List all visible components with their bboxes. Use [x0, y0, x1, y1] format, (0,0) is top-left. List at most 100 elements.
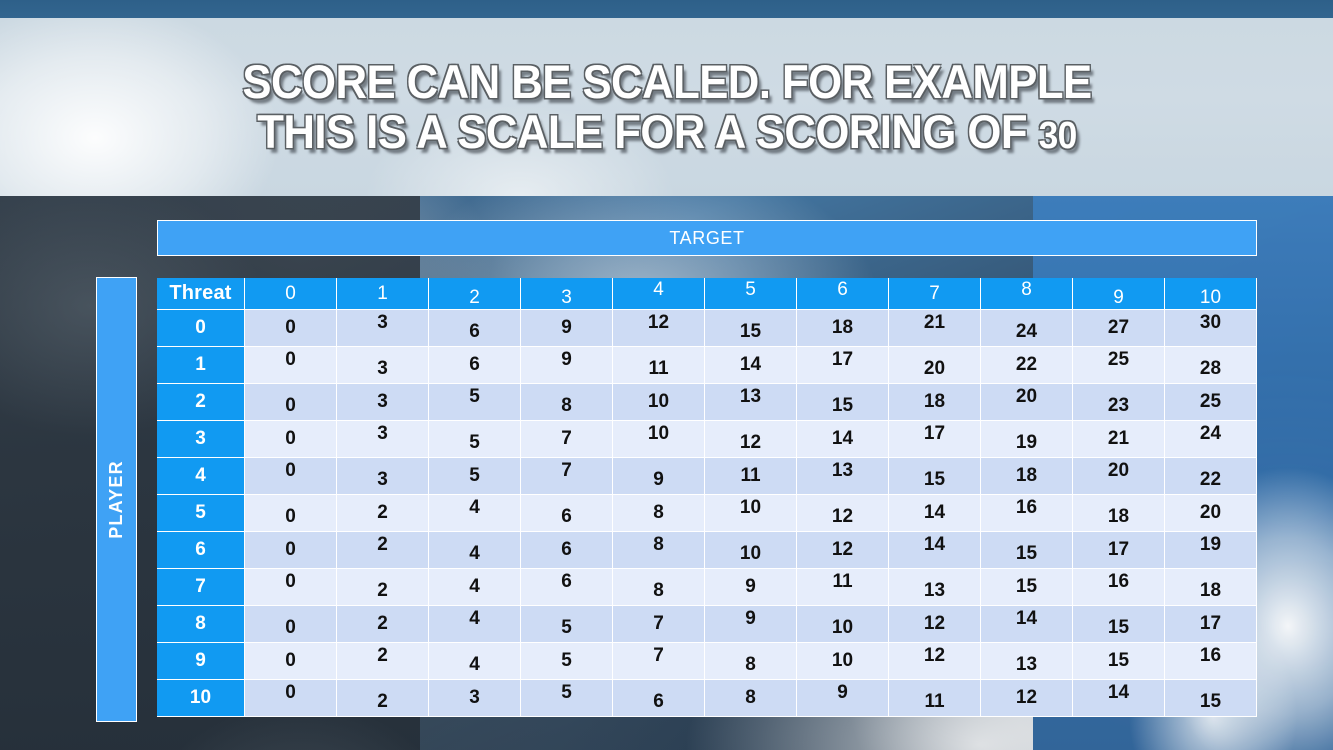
title-scale-value: 30 — [1038, 115, 1077, 157]
matrix-cell-value: 16 — [1015, 497, 1038, 518]
matrix-cell-value: 9 — [837, 682, 848, 703]
matrix-cell-8-3: 5 — [521, 606, 613, 643]
matrix-cell-10-3: 5 — [521, 680, 613, 717]
matrix-cell-0-9: 27 — [1073, 310, 1165, 347]
matrix-cell-7-1: 2 — [337, 569, 429, 606]
matrix-cell-2-8: 20 — [981, 384, 1073, 421]
matrix-cell-6-6: 12 — [797, 532, 889, 569]
matrix-row-header-5: 5 — [157, 495, 245, 532]
matrix-cell-value: 13 — [1015, 654, 1038, 675]
matrix-cell-0-1: 3 — [337, 310, 429, 347]
matrix-cell-value: 4 — [469, 608, 480, 629]
player-axis-bar: PLAYER — [96, 277, 137, 722]
matrix-cell-value: 0 — [285, 539, 296, 560]
matrix-cell-2-0: 0 — [245, 384, 337, 421]
matrix-cell-value: 14 — [831, 428, 854, 449]
matrix-cell-value: 20 — [1107, 460, 1130, 481]
matrix-cell-value: 15 — [831, 395, 854, 416]
matrix-cell-9-5: 8 — [705, 643, 797, 680]
matrix-cell-value: 5 — [469, 432, 480, 453]
table-row: 0 0 3 6 9 12 15 18 21 24 27 30 — [157, 310, 1257, 347]
matrix-cell-value: 15 — [739, 321, 762, 342]
target-axis-bar: TARGET — [157, 220, 1257, 256]
matrix-cell-5-5: 10 — [705, 495, 797, 532]
matrix-cell-value: 0 — [285, 650, 296, 671]
matrix-cell-value: 16 — [1199, 645, 1222, 666]
matrix-cell-value: 15 — [1015, 543, 1038, 564]
matrix-row-header-10: 10 — [157, 680, 245, 717]
matrix-cell-value: 3 — [377, 391, 388, 412]
matrix-cell-2-3: 8 — [521, 384, 613, 421]
matrix-cell-0-7: 21 — [889, 310, 981, 347]
matrix-cell-value: 11 — [648, 358, 669, 379]
matrix-cell-8-1: 2 — [337, 606, 429, 643]
matrix-cell-7-8: 15 — [981, 569, 1073, 606]
matrix-cell-3-1: 3 — [337, 421, 429, 458]
matrix-cell-3-2: 5 — [429, 421, 521, 458]
matrix-cell-2-6: 15 — [797, 384, 889, 421]
table-row: 1 0 3 6 9 11 14 17 20 22 25 28 — [157, 347, 1257, 384]
matrix-cell-5-7: 14 — [889, 495, 981, 532]
matrix-cell-value: 9 — [561, 349, 572, 370]
matrix-cell-3-9: 21 — [1073, 421, 1165, 458]
matrix-cell-value: 0 — [285, 617, 296, 638]
matrix-header-row: Threat 0 1 2 3 4 5 6 7 8 9 10 — [157, 278, 1257, 310]
matrix-cell-value: 18 — [1015, 465, 1038, 486]
matrix-cell-value: 15 — [1015, 576, 1038, 597]
matrix-cell-6-3: 6 — [521, 532, 613, 569]
matrix-cell-4-5: 11 — [705, 458, 797, 495]
matrix-cell-6-5: 10 — [705, 532, 797, 569]
matrix-cell-4-6: 13 — [797, 458, 889, 495]
matrix-cell-value: 5 — [561, 682, 572, 703]
matrix-cell-value: 23 — [1107, 395, 1130, 416]
matrix-cell-value: 21 — [1107, 428, 1130, 449]
matrix-cell-value: 5 — [561, 617, 572, 638]
table-row: 4 0 3 5 7 9 11 13 15 18 20 22 — [157, 458, 1257, 495]
matrix-cell-6-8: 15 — [981, 532, 1073, 569]
matrix-cell-value: 21 — [923, 312, 946, 333]
matrix-cell-7-6: 11 — [797, 569, 889, 606]
matrix-cell-value: 14 — [1015, 608, 1038, 629]
matrix-cell-7-4: 8 — [613, 569, 705, 606]
matrix-cell-1-7: 20 — [889, 347, 981, 384]
matrix-cell-value: 3 — [469, 687, 480, 708]
matrix-cell-value: 14 — [923, 502, 946, 523]
matrix-cell-value: 6 — [561, 571, 572, 592]
matrix-cell-10-10: 15 — [1165, 680, 1257, 717]
matrix-cell-value: 20 — [1015, 386, 1038, 407]
matrix-cell-0-0: 0 — [245, 310, 337, 347]
matrix-cell-value: 17 — [831, 349, 854, 370]
matrix-header: Threat 0 1 2 3 4 5 6 7 8 9 10 — [157, 278, 1257, 310]
matrix-col-header-4: 4 — [613, 278, 705, 310]
matrix-cell-9-10: 16 — [1165, 643, 1257, 680]
matrix-row-header-9: 9 — [157, 643, 245, 680]
matrix-cell-4-8: 18 — [981, 458, 1073, 495]
title-band: Score can be scaled. For example this is… — [0, 18, 1333, 196]
matrix-row-header-8: 8 — [157, 606, 245, 643]
matrix-cell-value: 8 — [745, 687, 756, 708]
matrix-cell-value: 8 — [745, 654, 756, 675]
matrix-cell-value: 6 — [561, 506, 572, 527]
matrix-cell-8-5: 9 — [705, 606, 797, 643]
matrix-cell-value: 11 — [740, 465, 761, 486]
matrix-cell-9-7: 12 — [889, 643, 981, 680]
matrix-cell-value: 12 — [647, 312, 670, 333]
matrix-cell-0-2: 6 — [429, 310, 521, 347]
matrix-cell-value: 22 — [1199, 469, 1222, 490]
table-row: 7 0 2 4 6 8 9 11 13 15 16 18 — [157, 569, 1257, 606]
matrix-cell-2-1: 3 — [337, 384, 429, 421]
matrix-cell-9-8: 13 — [981, 643, 1073, 680]
title-line-2: this is a scale for a scoring of — [256, 105, 1039, 158]
matrix-cell-0-4: 12 — [613, 310, 705, 347]
matrix-cell-0-3: 9 — [521, 310, 613, 347]
matrix-cell-value: 30 — [1199, 312, 1222, 333]
score-matrix-table: Threat 0 1 2 3 4 5 6 7 8 9 10 0 0 3 6 9 12 15 18 21 24 27 30 1… — [157, 278, 1257, 717]
matrix-col-header-0: 0 — [245, 278, 337, 310]
matrix-cell-value: 20 — [923, 358, 946, 379]
matrix-cell-value: 15 — [1107, 617, 1130, 638]
matrix-cell-value: 8 — [653, 534, 664, 555]
matrix-row-header-4: 4 — [157, 458, 245, 495]
matrix-cell-6-1: 2 — [337, 532, 429, 569]
matrix-col-header-1: 1 — [337, 278, 429, 310]
